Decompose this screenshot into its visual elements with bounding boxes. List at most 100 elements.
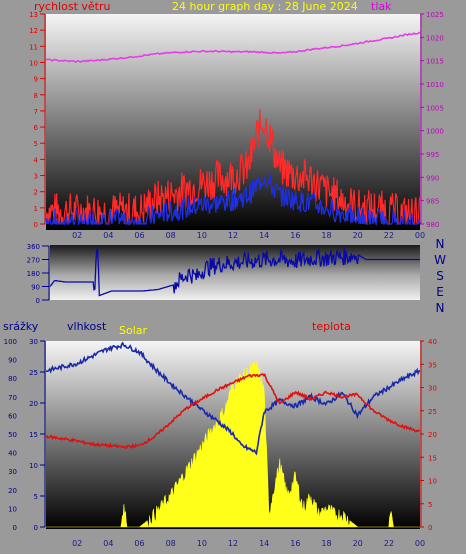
time-axis-tick: 06: [134, 539, 144, 548]
srazky-axis-tick: 70: [8, 394, 17, 402]
wind-axis-tick: 3: [34, 173, 38, 181]
compass-label: N: [436, 237, 445, 251]
pressure-axis-tick: 980: [426, 221, 439, 229]
wind-direction-line: [49, 247, 420, 297]
teplota-axis-tick: 40: [428, 338, 437, 346]
time-axis-tick: 16: [290, 231, 300, 240]
teplota-axis-tick: 15: [428, 454, 437, 462]
direction-axis-tick: 90: [31, 284, 40, 292]
direction-axis-tick: 180: [27, 270, 40, 278]
wind-axis-tick: 7: [34, 108, 38, 116]
wind-axis-tick: 12: [29, 27, 38, 35]
wind-panel: [46, 14, 420, 230]
time-axis-tick: 00: [415, 539, 425, 548]
compass-label: N: [436, 301, 445, 315]
pressure-axis-tick: 1025: [426, 11, 444, 19]
vlhkost-axis-tick: 30: [29, 338, 38, 346]
time-axis-tick: 02: [72, 231, 82, 240]
wind-axis-tick: 8: [34, 92, 38, 100]
teplota-axis-tick: 5: [428, 501, 432, 509]
teplota-axis-tick: 35: [428, 361, 437, 369]
pressure-axis-tick: 1010: [426, 81, 444, 89]
time-axis-tick: 02: [72, 539, 82, 548]
pressure-axis-tick: 1015: [426, 58, 444, 66]
wind-axis-tick: 1: [34, 205, 38, 213]
pressure-line: [45, 31, 421, 64]
right-axis-title: tlak: [371, 0, 392, 13]
time-axis-tick: 18: [321, 231, 331, 240]
time-axis-tick: 22: [384, 539, 394, 548]
temperature-line: [45, 373, 420, 450]
teplota-axis-tick: 25: [428, 408, 437, 416]
humidity-line: [46, 341, 421, 456]
vlhkost-axis-tick: 0: [34, 524, 38, 532]
direction-axis-tick: 0: [36, 297, 40, 305]
teplota-axis-tick: 10: [428, 478, 437, 486]
vlhkost-axis-tick: 25: [29, 369, 38, 377]
srazky-axis-tick: 10: [8, 505, 17, 513]
direction-axis-tick: 270: [27, 257, 40, 265]
wind-axis-tick: 2: [34, 189, 38, 197]
solar-label: Solar: [119, 324, 148, 337]
teplota-axis-tick: 0: [428, 524, 432, 532]
teplota-axis-tick: 30: [428, 385, 437, 393]
srazky-axis-tick: 30: [8, 468, 17, 476]
srazky-axis-tick: 50: [8, 431, 17, 439]
wind-axis-tick: 5: [34, 140, 38, 148]
left-axis-title: rychlost větru: [34, 0, 110, 13]
time-axis-tick: 12: [228, 231, 238, 240]
solar-area: [46, 361, 420, 528]
srazky-axis-tick: 90: [8, 357, 17, 365]
time-axis-tick: 06: [134, 231, 144, 240]
wind-average-line: [45, 174, 421, 227]
wind-axis-tick: 9: [34, 76, 38, 84]
srazky-axis-tick: 0: [13, 524, 17, 532]
srazky-axis-tick: 100: [4, 338, 17, 346]
time-axis-tick: 12: [228, 539, 238, 548]
pressure-axis-tick: 1020: [426, 34, 444, 42]
wind-axis-tick: 11: [29, 43, 38, 51]
time-axis-tick: 00: [415, 231, 425, 240]
direction-panel: [50, 245, 420, 300]
pressure-axis-tick: 995: [426, 151, 439, 159]
srazky-axis-tick: 40: [8, 450, 17, 458]
srazky-axis-tick: 80: [8, 375, 17, 383]
pressure-axis-tick: 1000: [426, 128, 444, 136]
chart-title: 24 hour graph day : 28 June 2024: [172, 0, 358, 13]
compass-label: S: [436, 269, 444, 283]
time-axis-tick: 04: [103, 231, 113, 240]
time-axis-tick: 10: [197, 231, 207, 240]
srazky-label: srážky: [3, 320, 39, 333]
pressure-axis-tick: 990: [426, 174, 439, 182]
wind-axis-tick: 10: [29, 59, 38, 67]
srazky-axis-tick: 20: [8, 487, 17, 495]
vlhkost-label: vlhkost: [67, 320, 107, 333]
time-axis-tick: 08: [166, 231, 176, 240]
wind-axis-tick: 4: [34, 156, 39, 164]
wind-axis-tick: 0: [34, 221, 38, 229]
srazky-axis-tick: 60: [8, 412, 17, 420]
compass-label: W: [434, 253, 446, 267]
time-axis-tick: 20: [353, 231, 363, 240]
time-axis-tick: 14: [259, 539, 269, 548]
direction-axis-tick: 360: [27, 243, 40, 251]
time-axis-tick: 04: [103, 539, 113, 548]
time-axis-tick: 08: [166, 539, 176, 548]
vlhkost-axis-tick: 20: [29, 400, 38, 408]
pressure-axis-tick: 1005: [426, 104, 444, 112]
vlhkost-axis-tick: 10: [29, 462, 38, 470]
time-axis-tick: 10: [197, 539, 207, 548]
teplota-label: teplota: [312, 320, 351, 333]
vlhkost-axis-tick: 15: [29, 431, 38, 439]
time-axis-tick: 20: [353, 539, 363, 548]
pressure-axis-tick: 985: [426, 198, 439, 206]
wind-axis-tick: 13: [29, 11, 38, 19]
time-axis-tick: 22: [384, 231, 394, 240]
wind-axis-tick: 6: [34, 124, 39, 132]
time-axis-tick: 14: [259, 231, 269, 240]
time-axis-tick: 16: [290, 539, 300, 548]
vlhkost-axis-tick: 5: [34, 493, 38, 501]
compass-label: E: [436, 285, 444, 299]
